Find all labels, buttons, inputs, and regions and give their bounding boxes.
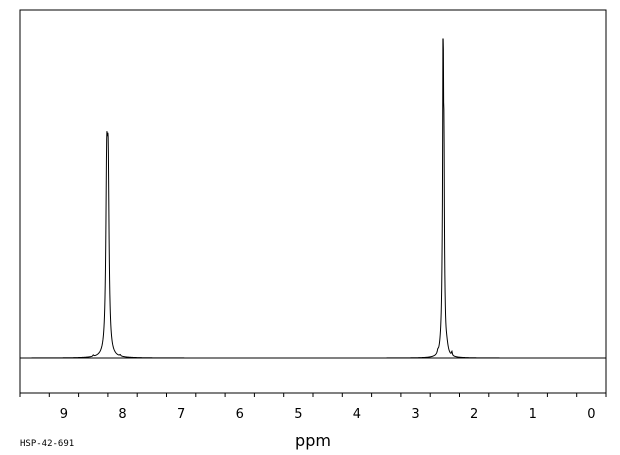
plot-frame [19, 9, 607, 394]
x-tick-label: 8 [118, 407, 126, 422]
x-tick-label: 9 [60, 407, 68, 422]
x-tick-label: 1 [529, 407, 537, 422]
x-tick-label: 7 [177, 407, 185, 422]
x-tick-label: 0 [587, 407, 595, 422]
x-tick-label: 4 [353, 407, 361, 422]
sample-id-label: HSP-42-691 [20, 439, 74, 449]
x-axis-tick-labels: 9 8 7 6 5 4 3 2 1 0 [60, 407, 596, 422]
x-tick-label: 6 [236, 407, 244, 422]
x-tick-label: 5 [294, 407, 302, 422]
x-axis-title: ppm [295, 431, 331, 450]
x-axis-ticks [19, 393, 607, 397]
x-tick-label: 2 [470, 407, 478, 422]
x-tick-label: 3 [411, 407, 419, 422]
spectrum-trace [20, 38, 606, 359]
